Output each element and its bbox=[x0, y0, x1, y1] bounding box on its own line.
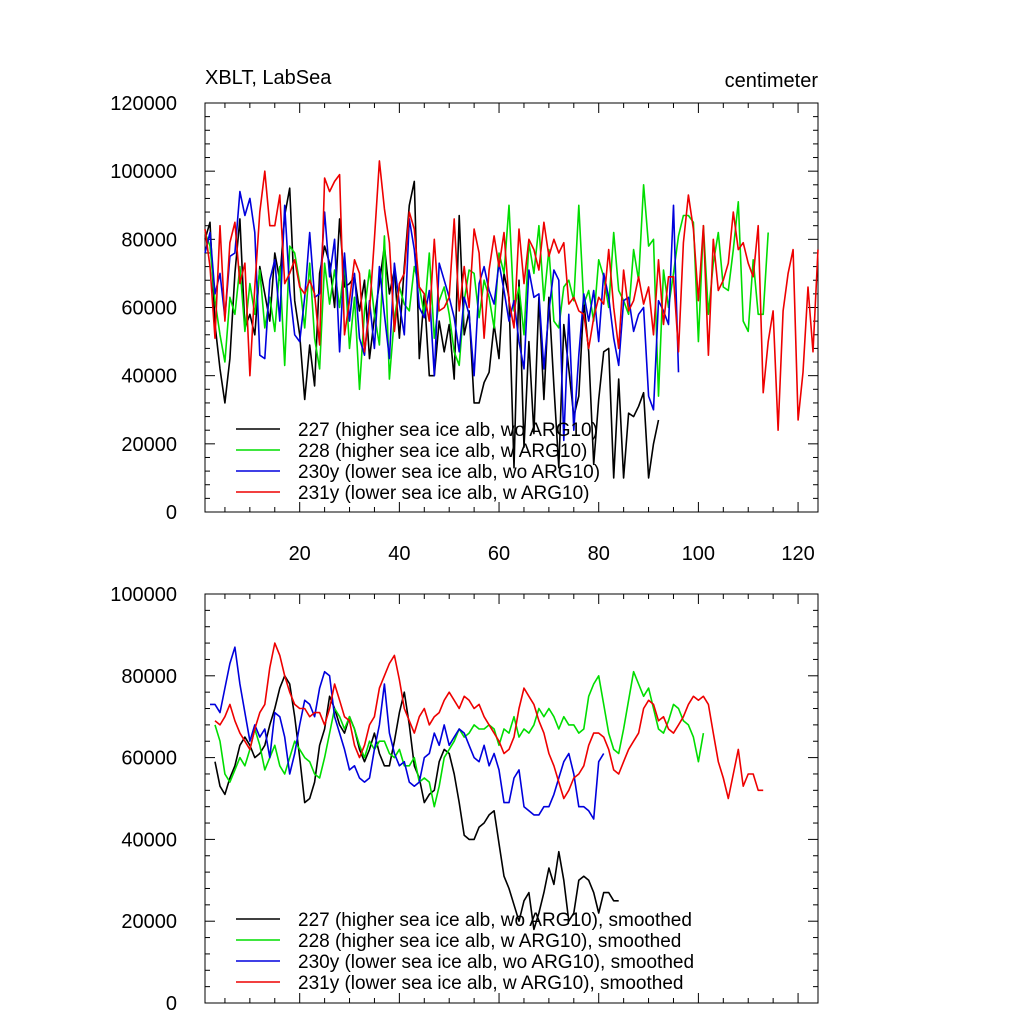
legend-label-1: 227 (higher sea ice alb, wo ARG10), smoo… bbox=[298, 910, 692, 931]
top-panel: XBLT, LabSea centimeter 0 20000 40000 60000… bbox=[110, 67, 819, 565]
bottom-panel: 0 20000 40000 60000 80000 100000 227 (higher s… bbox=[110, 584, 819, 1015]
legend-label-1: 227 (higher sea ice alb, wo ARG10) bbox=[298, 420, 598, 441]
y-tick-label: 20000 bbox=[121, 911, 177, 933]
y-tick-label: 40000 bbox=[121, 829, 177, 851]
legend-label-3: 230y (lower sea ice alb, wo ARG10) bbox=[298, 462, 600, 483]
y-tick-label: 40000 bbox=[121, 366, 177, 388]
chart-title: XBLT, LabSea bbox=[205, 67, 332, 89]
y-tick-label: 80000 bbox=[121, 666, 177, 688]
series-line-4 bbox=[214, 642, 764, 800]
y-tick-label: 60000 bbox=[121, 298, 177, 320]
y-tick-label: 120000 bbox=[110, 93, 177, 115]
legend-label-4: 231y (lower sea ice alb, w ARG10) bbox=[298, 483, 589, 504]
legend-label-4: 231y (lower sea ice alb, w ARG10), smoot… bbox=[298, 973, 683, 994]
units-label: centimeter bbox=[725, 70, 819, 92]
legend-label-2: 228 (higher sea ice alb, w ARG10), smoot… bbox=[298, 931, 681, 952]
series-line-3 bbox=[204, 190, 680, 442]
legend-label-2: 228 (higher sea ice alb, w ARG10) bbox=[298, 441, 587, 462]
x-tick-label: 120 bbox=[781, 543, 814, 565]
y-tick-label: 0 bbox=[166, 993, 177, 1015]
y-tick-label: 60000 bbox=[121, 748, 177, 770]
x-tick-label: 60 bbox=[488, 543, 510, 565]
plot-frame bbox=[204, 593, 819, 1004]
legend-label-3: 230y (lower sea ice alb, wo ARG10), smoo… bbox=[298, 952, 694, 973]
x-tick-label: 80 bbox=[588, 543, 610, 565]
y-tick-label: 100000 bbox=[110, 161, 177, 183]
series-line-3 bbox=[210, 646, 605, 820]
series-line-2 bbox=[214, 670, 705, 808]
x-tick-label: 40 bbox=[388, 543, 410, 565]
x-tick-label: 100 bbox=[682, 543, 715, 565]
y-tick-label: 20000 bbox=[121, 434, 177, 456]
x-tick-label: 20 bbox=[289, 543, 311, 565]
series-line-4 bbox=[204, 160, 819, 432]
y-tick-label: 0 bbox=[166, 502, 177, 524]
y-tick-label: 80000 bbox=[121, 229, 177, 251]
y-tick-label: 100000 bbox=[110, 584, 177, 606]
